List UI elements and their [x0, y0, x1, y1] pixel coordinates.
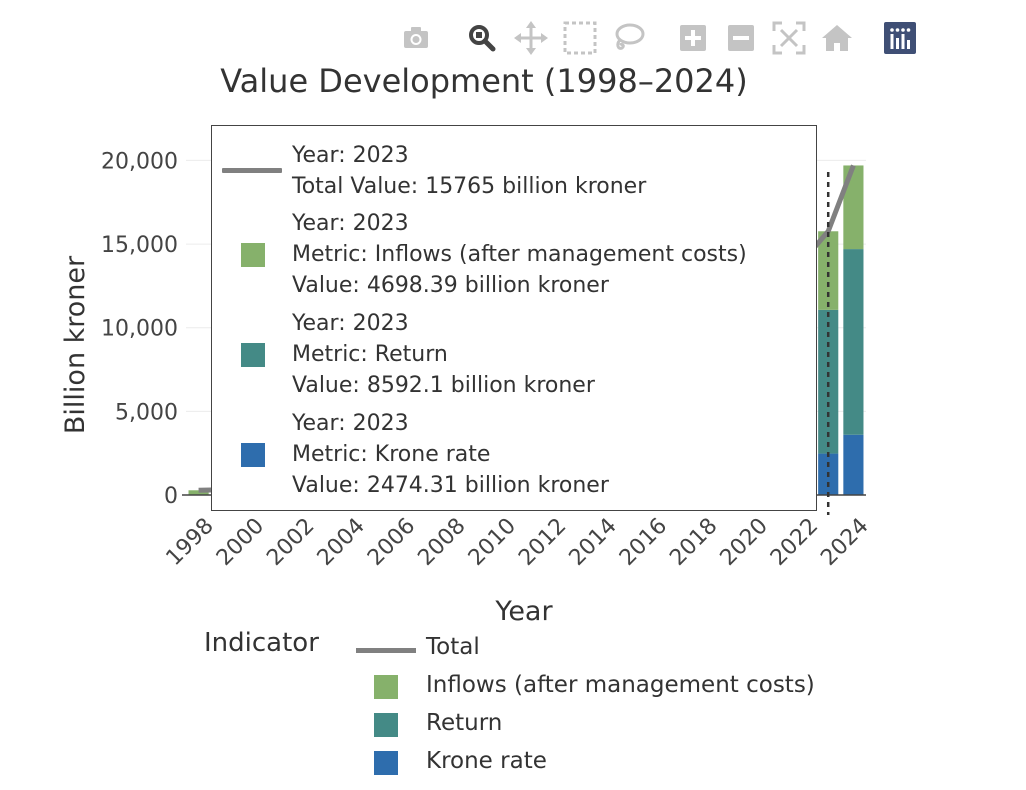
reset-axes-icon[interactable]	[817, 18, 857, 58]
legend-swatch-krone-rate	[374, 751, 398, 775]
hover-krone-swatch	[241, 443, 265, 467]
x-tick-label: 2006	[363, 514, 420, 571]
legend-item-krone-rate[interactable]: Krone rate	[356, 746, 856, 780]
legend-label-krone-rate: Krone rate	[426, 748, 547, 774]
legend-label-return: Return	[426, 710, 503, 736]
hover-tooltip: Year: 2023 Total Value: 15765 billion kr…	[211, 125, 817, 511]
x-tick-label: 2010	[464, 514, 521, 571]
hover-total-value: Total Value: 15765 billion kroner	[292, 174, 647, 199]
camera-icon[interactable]	[396, 18, 436, 58]
hover-total-year: Year: 2023	[292, 143, 409, 168]
box-select-icon[interactable]	[560, 18, 600, 58]
y-tick-label: 5,000	[115, 400, 178, 425]
lasso-select-icon[interactable]	[608, 18, 648, 58]
zoom-out-icon[interactable]	[721, 18, 761, 58]
x-tick-label: 2000	[212, 514, 269, 571]
plotly-logo-icon[interactable]	[880, 18, 920, 58]
legend-swatch-return	[374, 713, 398, 737]
bar-segment	[818, 309, 839, 454]
hover-return-value: Value: 8592.1 billion kroner	[292, 373, 595, 398]
hover-return-year: Year: 2023	[292, 311, 409, 336]
legend-label-inflows: Inflows (after management costs)	[426, 672, 815, 698]
y-tick-label: 10,000	[101, 317, 178, 342]
hover-inflows-value: Value: 4698.39 billion kroner	[292, 273, 609, 298]
hover-inflows-swatch	[241, 243, 265, 267]
legend-swatch-inflows	[374, 675, 398, 699]
x-tick-label: 1998	[162, 514, 219, 571]
legend: Indicator Total Inflows (after managemen…	[204, 628, 864, 778]
legend-title: Indicator	[204, 628, 319, 658]
hover-total-swatch	[222, 168, 282, 173]
x-tick-label: 2018	[665, 514, 722, 571]
y-tick-label: 15,000	[101, 233, 178, 258]
autoscale-icon[interactable]	[769, 18, 809, 58]
y-axis-title: Billion kroner	[60, 255, 91, 434]
zoom-in-icon[interactable]	[673, 18, 713, 58]
y-tick-label: 0	[164, 484, 178, 509]
legend-label-total: Total	[426, 634, 480, 660]
x-tick-label: 2020	[716, 514, 773, 571]
bar-segment	[843, 249, 864, 435]
hover-inflows-metric: Metric: Inflows (after management costs)	[292, 242, 747, 267]
y-tick-label: 20,000	[101, 149, 178, 174]
bar-segment	[188, 490, 209, 495]
legend-item-return[interactable]: Return	[356, 708, 856, 742]
bar-segment	[843, 434, 864, 495]
hover-inflows-year: Year: 2023	[292, 211, 409, 236]
hover-return-swatch	[241, 343, 265, 367]
bar-segment	[818, 231, 839, 310]
legend-item-inflows[interactable]: Inflows (after management costs)	[356, 670, 856, 704]
hover-krone-value: Value: 2474.31 billion kroner	[292, 473, 609, 498]
hover-krone-metric: Metric: Krone rate	[292, 442, 491, 467]
x-tick-label: 2004	[313, 514, 370, 571]
legend-item-total[interactable]: Total	[356, 632, 856, 666]
zoom-icon[interactable]	[462, 18, 502, 58]
x-tick-label: 2008	[413, 514, 470, 571]
x-tick-label: 2002	[262, 514, 319, 571]
x-tick-label: 2014	[565, 514, 622, 571]
x-axis-title: Year	[494, 596, 553, 627]
hover-krone-year: Year: 2023	[292, 411, 409, 436]
bar-segment	[843, 165, 864, 250]
x-tick-label: 2012	[514, 514, 571, 571]
pan-icon[interactable]	[511, 18, 551, 58]
legend-line-swatch	[356, 648, 416, 653]
hover-return-metric: Metric: Return	[292, 342, 448, 367]
modebar-toolbar	[396, 18, 926, 58]
x-tick-label: 2024	[816, 514, 873, 571]
x-tick-label: 2022	[766, 514, 823, 571]
chart-title: Value Development (1998–2024)	[220, 62, 747, 100]
x-tick-label: 2016	[615, 514, 672, 571]
